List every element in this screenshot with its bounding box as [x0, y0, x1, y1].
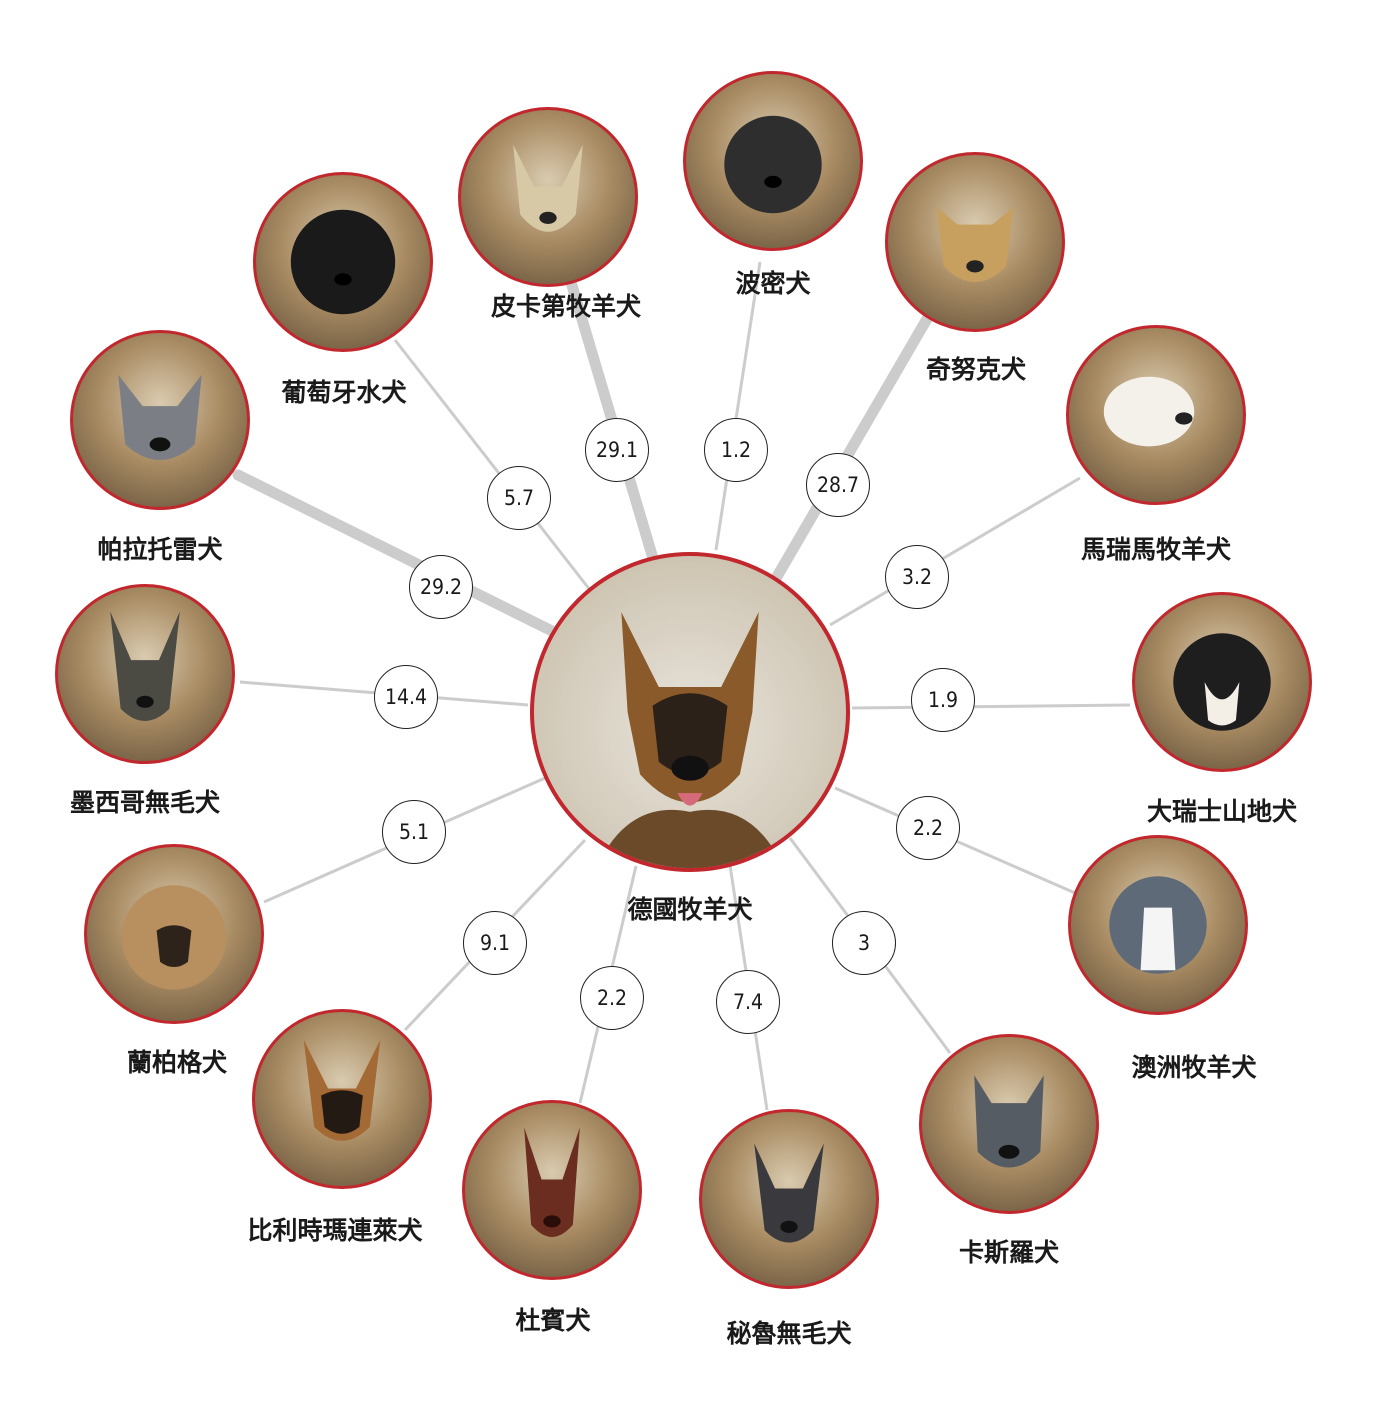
dog-portrait-icon — [974, 1075, 1044, 1168]
breed-photo-pumi — [683, 71, 863, 251]
dog-portrait-icon — [524, 1127, 580, 1237]
breed-photo-leonberger — [84, 844, 264, 1024]
breed-name-pumi: 波密犬 — [735, 269, 811, 298]
value-badge-chinook: 28.7 — [806, 453, 870, 517]
breed-photo-peruvian — [699, 1109, 879, 1289]
breed-name-aussie: 澳洲牧羊犬 — [1131, 1053, 1257, 1082]
value-badge-pumi: 1.2 — [704, 418, 768, 482]
value-badge-leonberger: 5.1 — [382, 800, 446, 864]
dog-portrait-icon — [1173, 633, 1271, 731]
breed-name-chinook: 奇努克犬 — [925, 355, 1027, 384]
breed-photo-picardy — [458, 107, 638, 287]
value-badge-patterdale: 29.2 — [409, 555, 473, 619]
link-chinook — [769, 294, 944, 586]
breed-name-patterdale: 帕拉托雷犬 — [97, 535, 223, 564]
dog-portrait-icon — [513, 144, 583, 232]
dog-portrait-icon — [1103, 376, 1195, 447]
dog-portrait-icon — [118, 374, 202, 461]
breed-photo-maremma — [1066, 325, 1246, 505]
value-badge-cane-corso: 3 — [832, 911, 896, 975]
link-picardy — [554, 239, 658, 561]
value-badge-maremma: 3.2 — [885, 545, 949, 609]
breed-name-picardy: 皮卡第牧羊犬 — [490, 292, 642, 321]
breed-photo-doberman — [462, 1100, 642, 1280]
breed-name-doberman: 杜賓犬 — [515, 1306, 591, 1335]
breed-name-portuguese: 葡萄牙水犬 — [281, 378, 407, 407]
value-badge-xolo: 14.4 — [374, 665, 438, 729]
breed-photo-xolo — [55, 584, 235, 764]
breed-name-maremma: 馬瑞馬牧羊犬 — [1080, 535, 1232, 564]
breed-photo-cane-corso — [919, 1034, 1099, 1214]
center-breed-photo — [530, 552, 850, 872]
value-badge-doberman: 2.2 — [580, 966, 644, 1030]
value-badge-picardy: 29.1 — [585, 418, 649, 482]
dog-portrait-icon — [936, 207, 1014, 283]
link-pumi — [714, 261, 762, 551]
dog-portrait-icon — [121, 885, 227, 990]
dog-portrait-icon — [754, 1143, 824, 1243]
link-patterdale — [232, 469, 556, 636]
value-badge-malinois: 9.1 — [463, 911, 527, 975]
breed-photo-chinook — [885, 152, 1065, 332]
breed-name-peruvian: 秘魯無毛犬 — [726, 1319, 852, 1348]
breed-name-xolo: 墨西哥無毛犬 — [69, 788, 221, 817]
dog-portrait-icon — [724, 115, 822, 214]
value-badge-aussie: 2.2 — [896, 796, 960, 860]
breed-photo-swiss — [1132, 592, 1312, 772]
breed-photo-malinois — [252, 1009, 432, 1189]
link-swiss — [851, 703, 1131, 710]
breed-name-leonberger: 蘭柏格犬 — [126, 1048, 228, 1077]
breed-name-malinois: 比利時瑪連萊犬 — [247, 1216, 423, 1245]
breed-name-cane-corso: 卡斯羅犬 — [958, 1238, 1060, 1267]
breed-photo-patterdale — [70, 330, 250, 510]
value-badge-swiss: 1.9 — [911, 668, 975, 732]
link-maremma — [829, 476, 1081, 627]
dog-portrait-icon — [303, 1039, 381, 1141]
dog-portrait-icon — [110, 611, 180, 721]
breed-photo-portuguese — [253, 172, 433, 352]
dog-portrait-icon — [1109, 876, 1207, 974]
value-badge-portuguese: 5.7 — [487, 466, 551, 530]
value-badge-peruvian: 7.4 — [716, 970, 780, 1034]
dog-portrait-icon — [290, 209, 396, 315]
breed-name-swiss: 大瑞士山地犬 — [1146, 797, 1298, 826]
center-breed-name: 德國牧羊犬 — [627, 895, 753, 924]
breed-photo-aussie — [1068, 835, 1248, 1015]
link-portuguese — [393, 339, 592, 591]
dog-portrait-icon — [596, 612, 784, 868]
